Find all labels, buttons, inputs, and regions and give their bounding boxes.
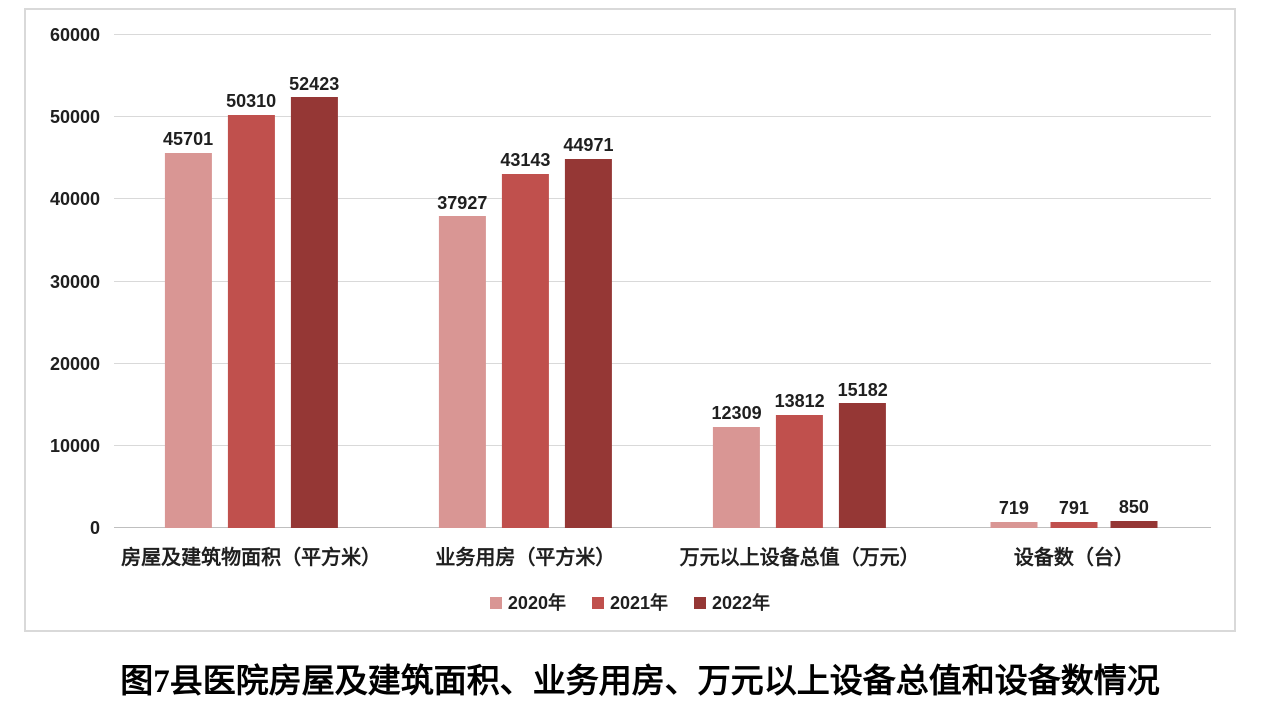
bar-value-label: 45701 (163, 128, 214, 149)
legend-swatch-icon (694, 597, 707, 609)
bar-group: 45701 50310 52423 (163, 74, 339, 528)
bar (1110, 521, 1158, 528)
bar-value-label: 12309 (711, 403, 762, 424)
legend-swatch-icon (591, 597, 604, 609)
bar (164, 152, 212, 528)
plot-area: 45701 50310 52423 37927 43143 44971 12309 13812… (114, 34, 1211, 528)
gridline (114, 116, 1211, 118)
chart-frame: 45701 50310 52423 37927 43143 44971 12309 13812… (24, 8, 1236, 632)
gridline (114, 444, 1211, 446)
bar (990, 522, 1038, 528)
bar-column: 791 (1050, 497, 1098, 528)
bar (290, 97, 338, 528)
bar (839, 403, 887, 528)
y-tick-label: 10000 (49, 435, 100, 456)
bar-value-label: 791 (1058, 497, 1089, 518)
bar-column: 719 (990, 498, 1038, 528)
bar-value-label: 13812 (774, 390, 825, 411)
category-label: 房屋及建筑物面积（平方米） (121, 547, 382, 569)
gridline (114, 198, 1211, 200)
bar-value-label: 43143 (500, 149, 551, 170)
bar-group: 12309 13812 15182 (712, 380, 888, 528)
bar-column: 37927 (437, 193, 487, 528)
bar-group: 719 791 850 (990, 497, 1158, 528)
bar-column: 12309 (712, 403, 762, 528)
bar-column: 44971 (563, 135, 613, 528)
bar (776, 414, 824, 528)
bar-column: 50310 (226, 91, 276, 528)
y-axis: 0 10000 20000 30000 40000 50000 60000 (26, 26, 100, 537)
legend-item: 2021年 (591, 593, 669, 613)
legend-item: 2020年 (489, 593, 566, 613)
bar-column: 45701 (163, 129, 213, 528)
bar-column: 13812 (775, 391, 825, 528)
bar-column: 43143 (500, 150, 550, 528)
bar (438, 216, 486, 528)
bar-value-label: 52423 (289, 73, 340, 94)
y-tick-label: 50000 (49, 107, 100, 128)
bar (501, 173, 549, 528)
bar-value-label: 37927 (437, 192, 488, 213)
y-tick-label: 0 (89, 518, 100, 538)
bar-value-label: 15182 (837, 379, 888, 400)
category-label: 设备数（台） (1013, 547, 1134, 569)
legend-label: 2021年 (609, 593, 669, 613)
bar-column: 850 (1110, 497, 1158, 528)
bar (564, 158, 612, 528)
bar (1050, 521, 1098, 528)
category-label: 万元以上设备总值（万元） (679, 547, 920, 569)
gridline (114, 34, 1211, 35)
legend-swatch-icon (489, 597, 502, 609)
y-tick-label: 20000 (49, 353, 100, 374)
gridline (114, 280, 1211, 282)
legend-label: 2020年 (507, 593, 566, 613)
gridline (114, 362, 1211, 364)
bar-value-label: 850 (1118, 497, 1149, 518)
legend-item: 2022年 (694, 594, 770, 612)
bar-value-label: 50310 (226, 90, 277, 111)
y-tick-label: 30000 (49, 271, 100, 292)
x-axis-labels: 房屋及建筑物面积（平方米） 业务用房（平方米） 万元以上设备总值（万元） 设备数（台） (114, 541, 1211, 571)
bar-group: 37927 43143 44971 (437, 135, 613, 528)
bar-value-label: 44971 (563, 134, 614, 155)
axis-baseline (114, 527, 1211, 528)
y-tick-label: 40000 (49, 189, 100, 210)
category-label: 业务用房（平方米） (435, 547, 616, 569)
bar-column: 15182 (838, 380, 888, 528)
y-tick-label: 60000 (49, 25, 100, 45)
bar-value-label: 719 (998, 498, 1029, 519)
bar (713, 426, 761, 528)
bar (227, 114, 275, 528)
bar-column: 52423 (289, 74, 339, 528)
legend-label: 2022年 (712, 593, 771, 613)
legend: 2020年 2021年 2022年 (26, 594, 1234, 612)
figure-caption: 图7县医院房屋及建筑面积、业务用房、万元以上设备总值和设备数情况 (120, 664, 1160, 700)
